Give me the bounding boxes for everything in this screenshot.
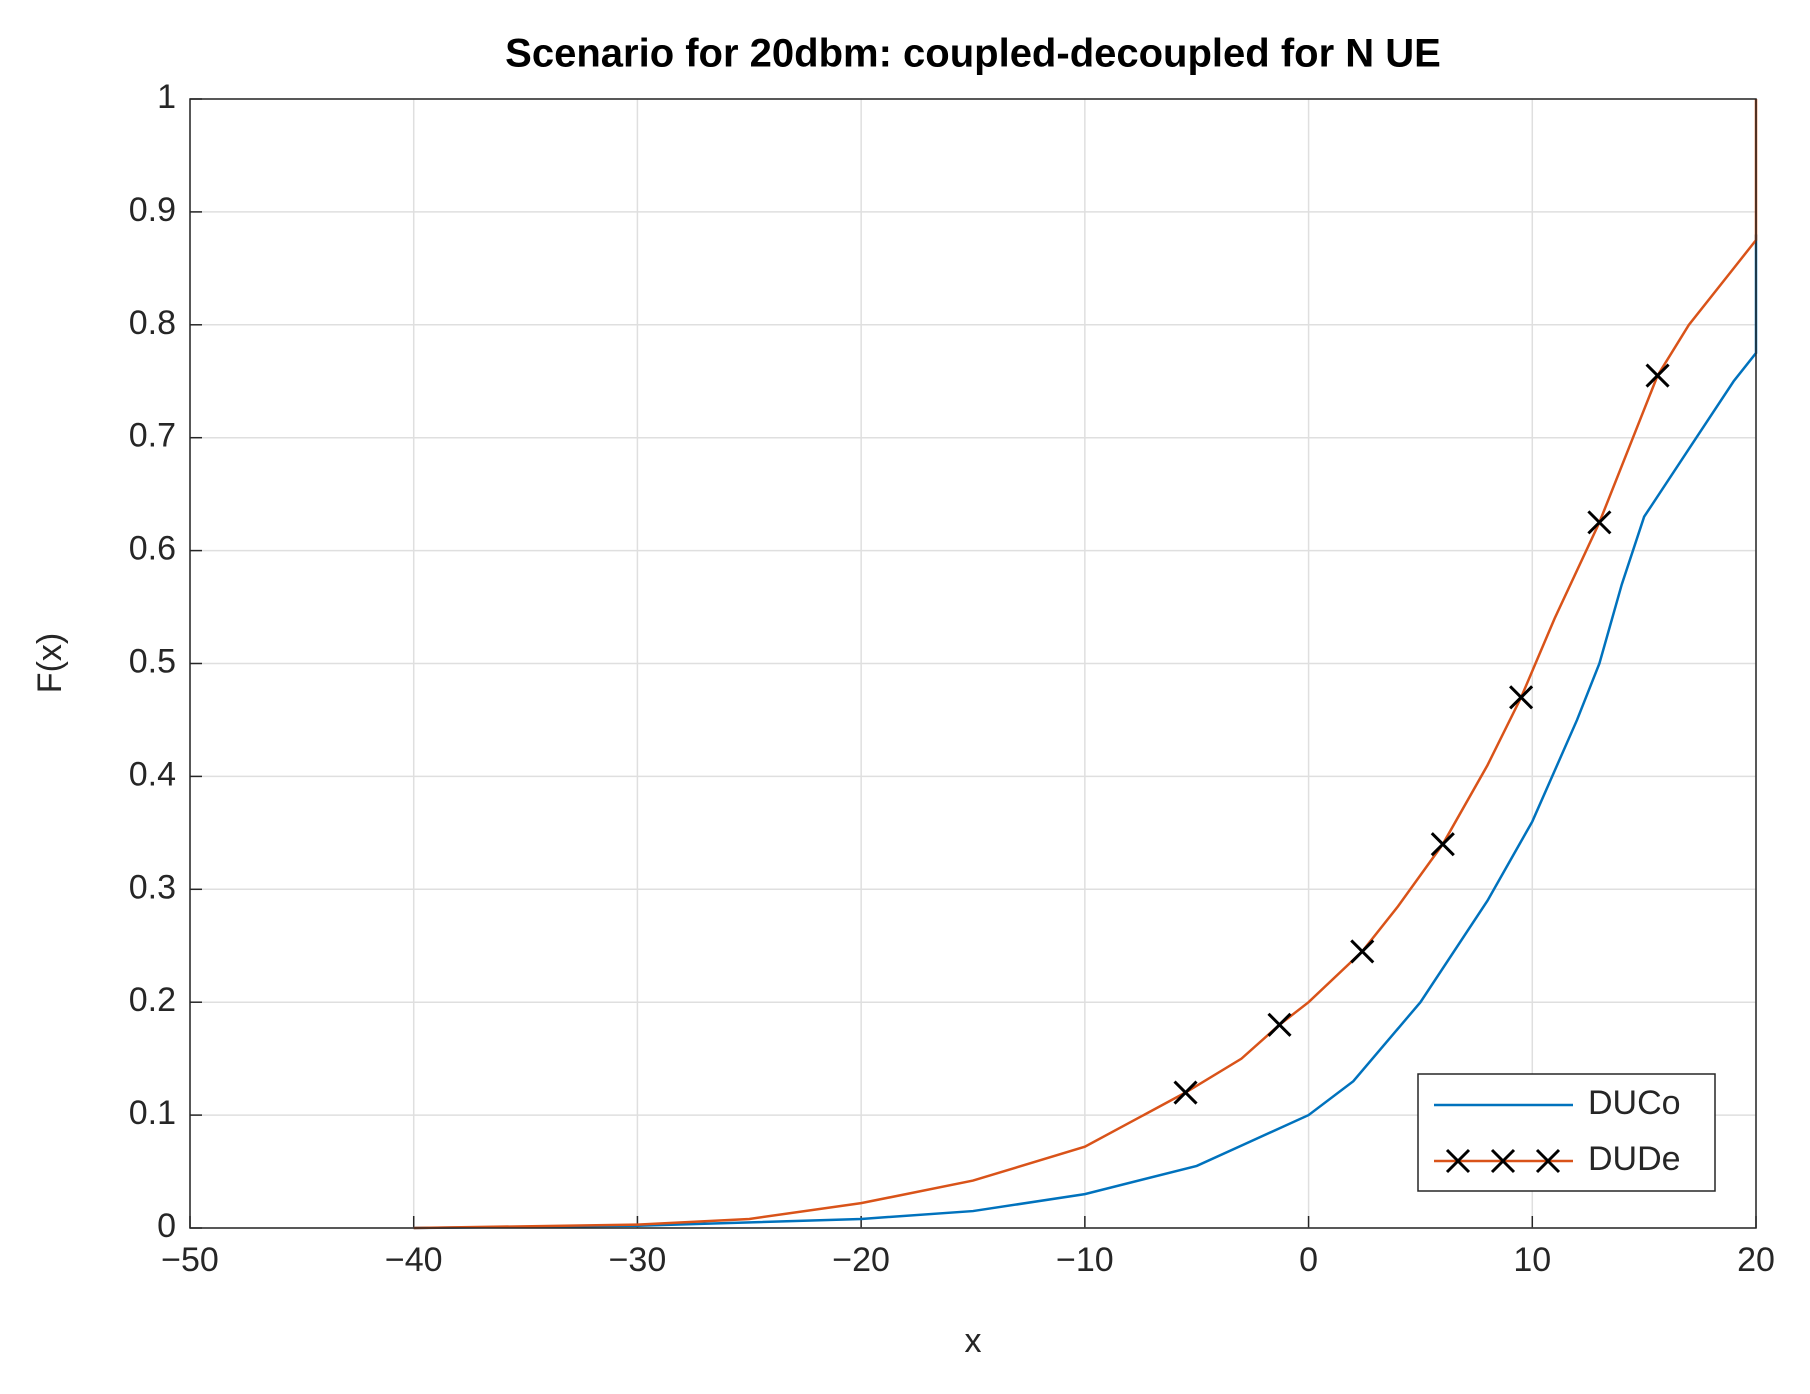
- marker: [1430, 832, 1455, 857]
- y-tick-label: 0.3: [129, 868, 176, 906]
- y-tick-label: 0.5: [129, 642, 176, 680]
- legend-marker: [1535, 1148, 1561, 1174]
- legend-label: DUCo: [1588, 1084, 1681, 1122]
- x-tick-label: −50: [161, 1241, 219, 1279]
- marker: [1509, 685, 1534, 710]
- x-tick-label: −10: [1056, 1241, 1114, 1279]
- series-line: [413, 234, 1758, 1230]
- series-line: [413, 99, 1758, 1230]
- marker: [1350, 939, 1375, 964]
- y-tick-label: 0: [157, 1207, 176, 1245]
- marker: [1267, 1012, 1292, 1037]
- x-tick-label: 10: [1513, 1241, 1551, 1279]
- y-axis-label: F(x): [31, 633, 69, 693]
- chart-title: Scenario for 20dbm: coupled-decoupled fo…: [505, 32, 1441, 76]
- marker: [1173, 1080, 1198, 1105]
- x-tick-label: −30: [609, 1241, 667, 1279]
- y-tick-label: 1: [157, 78, 176, 116]
- marker: [1587, 510, 1612, 535]
- marker: [1645, 363, 1670, 388]
- y-tick-label: 0.8: [129, 304, 176, 342]
- axes-box: [189, 98, 1757, 1229]
- x-axis-label: x: [965, 1322, 982, 1360]
- y-tick-label: 0.6: [129, 530, 176, 568]
- y-tick-label: 0.1: [129, 1094, 176, 1132]
- x-tick-label: 0: [1299, 1241, 1318, 1279]
- y-tick-label: 0.2: [129, 981, 176, 1019]
- legend-label: DUDe: [1588, 1140, 1681, 1178]
- x-tick-label: −20: [832, 1241, 890, 1279]
- y-tick-label: 0.4: [129, 755, 176, 793]
- legend-marker: [1490, 1148, 1516, 1174]
- x-tick-label: −40: [385, 1241, 443, 1279]
- x-tick-label: 20: [1737, 1241, 1775, 1279]
- y-tick-label: 0.7: [129, 417, 176, 455]
- y-tick-label: 0.9: [129, 191, 176, 229]
- legend-marker: [1445, 1148, 1471, 1174]
